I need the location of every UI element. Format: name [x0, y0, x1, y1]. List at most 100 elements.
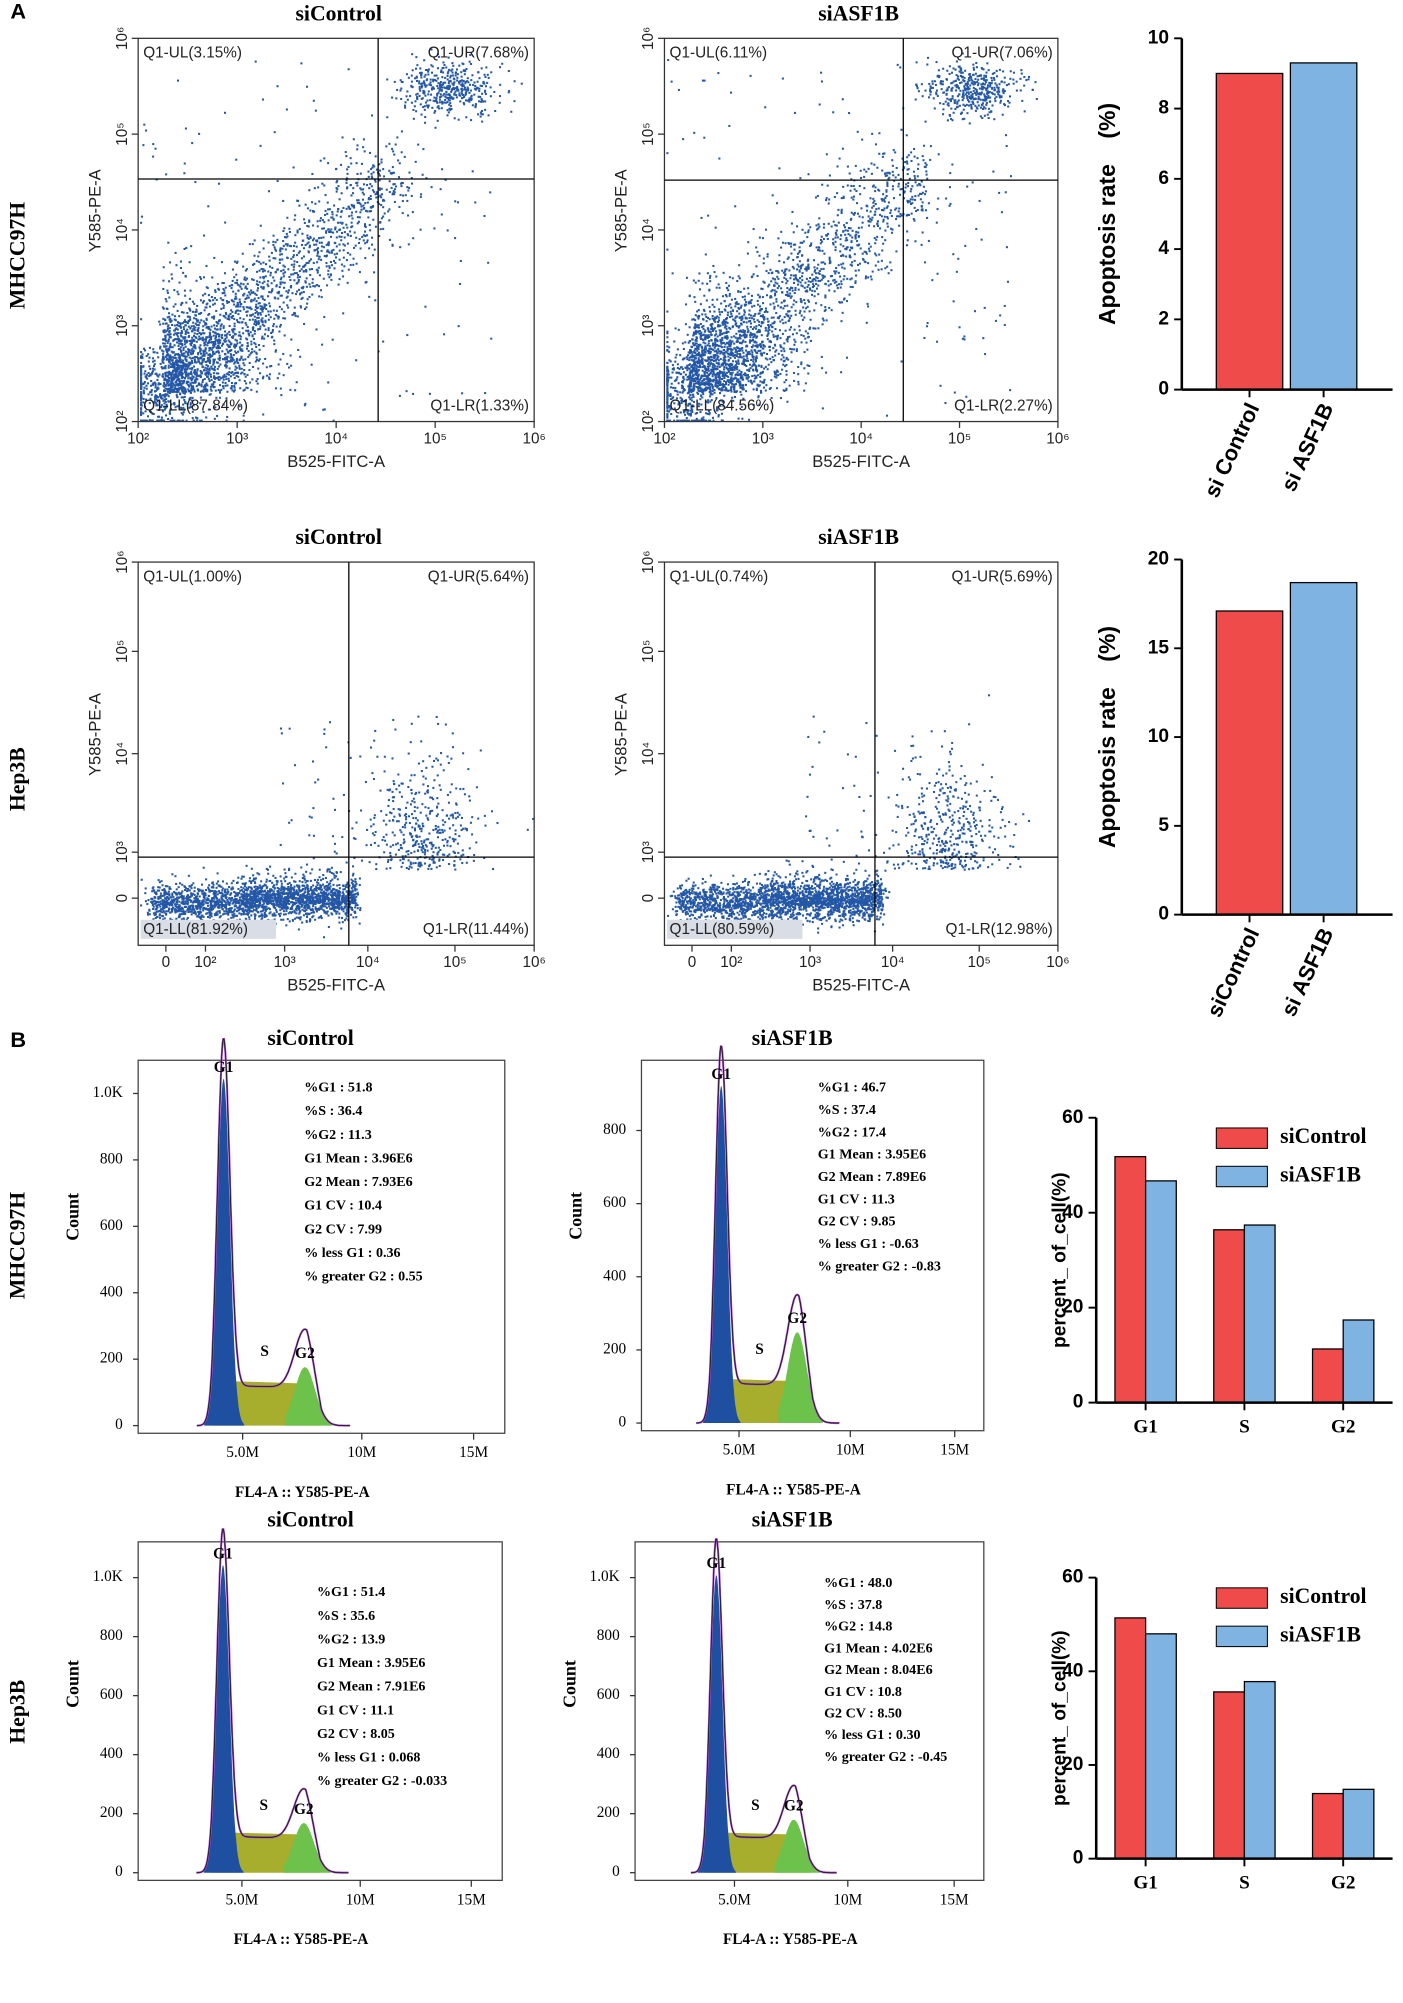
dot: [795, 350, 798, 353]
dot: [380, 204, 383, 207]
dot: [174, 315, 177, 318]
dot: [182, 403, 185, 406]
dot: [182, 328, 186, 331]
dot: [817, 272, 820, 275]
dot: [415, 56, 418, 59]
dot: [779, 344, 782, 347]
dot: [260, 337, 263, 340]
dot: [686, 354, 689, 357]
dot: [185, 355, 188, 358]
dot: [266, 283, 269, 286]
dot: [188, 297, 191, 300]
dot: [784, 273, 787, 276]
dot: [484, 85, 488, 88]
dot: [719, 392, 722, 395]
dot: [190, 384, 193, 387]
dot: [468, 100, 471, 103]
dot: [215, 351, 218, 354]
dot: [724, 374, 727, 377]
dot: [850, 184, 853, 188]
dot: [149, 411, 152, 414]
dot: [140, 404, 143, 407]
dot: [334, 261, 337, 264]
dot: [673, 340, 676, 343]
dot: [374, 155, 377, 158]
dot: [743, 329, 746, 333]
dot: [313, 285, 316, 288]
dot: [796, 263, 799, 266]
dot: [763, 345, 766, 348]
dot: [285, 290, 288, 293]
dot: [790, 242, 793, 245]
dot: [254, 343, 257, 346]
dot: [156, 404, 159, 407]
dot: [739, 322, 742, 325]
dot: [143, 405, 146, 408]
dot: [141, 353, 144, 356]
dot: [231, 268, 234, 271]
dot: [279, 253, 282, 256]
dot: [163, 408, 167, 411]
dot: [821, 323, 824, 326]
dot: [690, 396, 693, 399]
dot: [900, 214, 903, 217]
dot: [341, 231, 344, 235]
dot: [412, 117, 415, 120]
dot: [423, 92, 426, 95]
dot: [717, 344, 720, 347]
dot: [230, 354, 233, 357]
dot: [421, 82, 424, 85]
dot: [162, 352, 165, 355]
dot: [854, 236, 857, 239]
dot: [363, 150, 366, 153]
dot: [697, 405, 700, 408]
dot: [908, 177, 911, 180]
dot: [372, 254, 375, 257]
dot: [427, 90, 430, 93]
dot: [295, 381, 298, 384]
dot: [305, 306, 308, 309]
dot: [257, 313, 260, 316]
dot: [236, 371, 239, 374]
dot: [813, 259, 816, 262]
dot: [150, 390, 153, 393]
dot: [724, 324, 727, 327]
dot: [872, 201, 875, 204]
dot: [204, 373, 208, 376]
dot: [287, 289, 290, 292]
dot: [910, 188, 913, 191]
dot: [777, 237, 780, 240]
dot: [168, 280, 171, 283]
dot: [910, 151, 913, 154]
dot: [393, 193, 396, 196]
dot: [290, 257, 293, 260]
dot: [444, 178, 447, 181]
dot: [415, 79, 419, 83]
dot: [400, 97, 403, 101]
dot: [799, 298, 802, 301]
dot: [247, 333, 250, 336]
dot: [724, 359, 727, 362]
dot: [354, 244, 357, 247]
dot: [222, 387, 225, 390]
dot: [217, 388, 220, 392]
dot: [231, 356, 234, 359]
dot: [262, 413, 265, 416]
dot: [327, 228, 330, 231]
dot: [753, 304, 756, 307]
dot: [885, 194, 888, 197]
dot: [824, 294, 827, 297]
dot: [169, 333, 172, 336]
dot: [875, 208, 878, 211]
dot: [751, 328, 754, 331]
dot: [738, 330, 741, 333]
dot: [732, 399, 735, 402]
dot: [419, 89, 422, 92]
dot: [313, 187, 316, 190]
dot: [914, 181, 917, 184]
dot: [173, 289, 176, 292]
dot: [268, 255, 271, 258]
dot: [264, 321, 267, 324]
dot: [261, 305, 264, 308]
dot: [900, 128, 903, 131]
